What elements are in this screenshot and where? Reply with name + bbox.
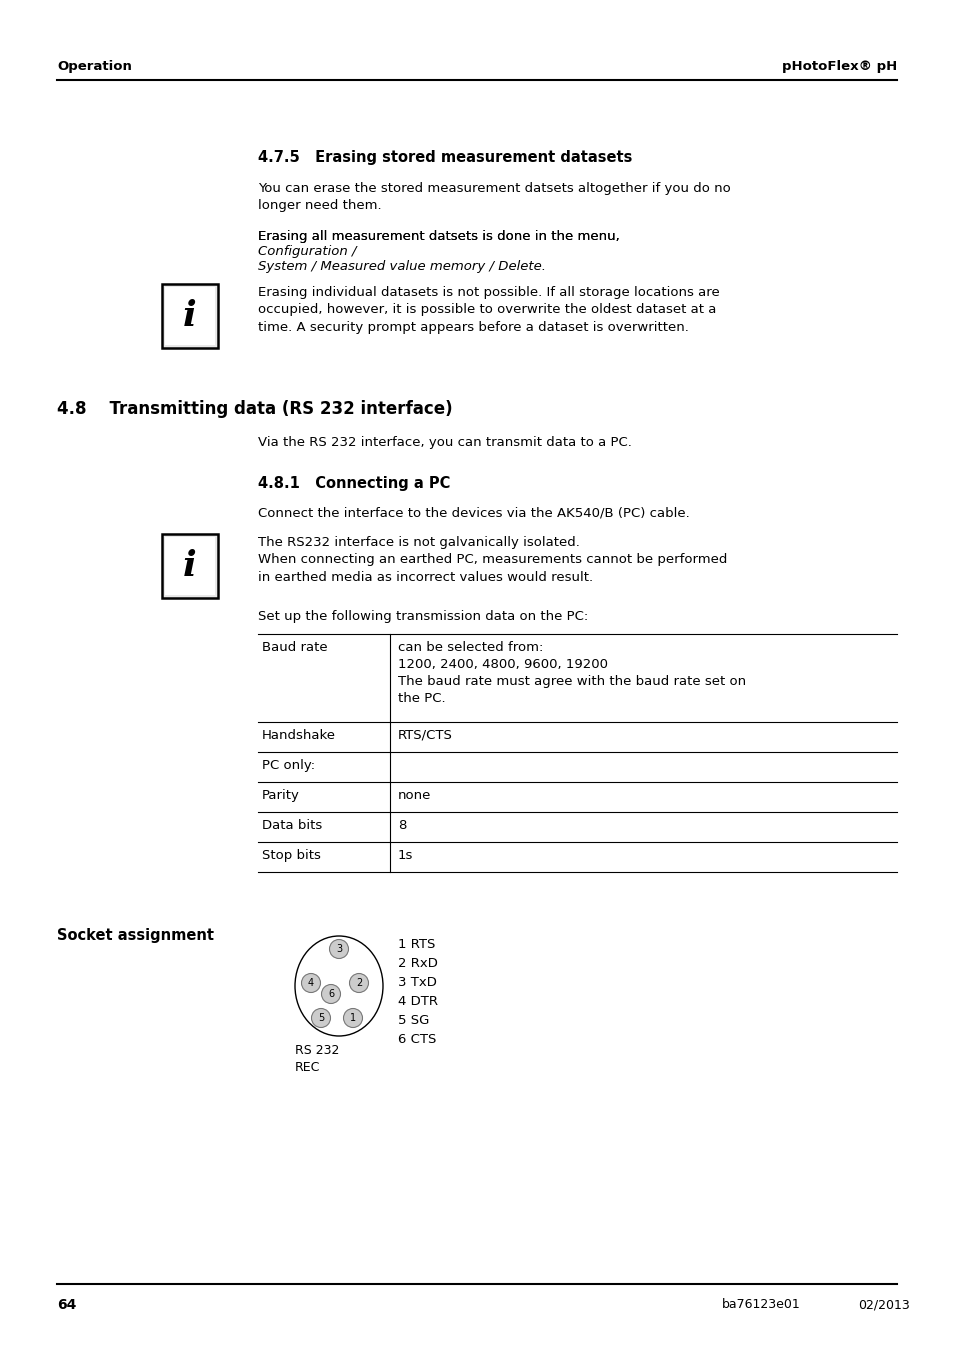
Text: Erasing all measurement datsets is done in the menu,: Erasing all measurement datsets is done … [257,230,623,243]
Text: ba76123e01: ba76123e01 [721,1298,800,1310]
Ellipse shape [294,936,382,1036]
Circle shape [301,974,320,993]
Text: 1: 1 [350,1013,355,1023]
Text: 4: 4 [308,978,314,988]
Text: pHotoFlex® pH: pHotoFlex® pH [781,59,896,73]
FancyBboxPatch shape [165,286,214,345]
Text: PC only:: PC only: [262,759,314,771]
Text: 4 DTR: 4 DTR [397,994,437,1008]
FancyBboxPatch shape [162,534,218,598]
Text: Socket assignment: Socket assignment [57,928,213,943]
FancyBboxPatch shape [165,536,214,594]
Text: 4.7.5   Erasing stored measurement datasets: 4.7.5 Erasing stored measurement dataset… [257,150,632,165]
Text: 02/2013: 02/2013 [857,1298,909,1310]
Text: Configuration /: Configuration / [257,245,356,258]
Text: 8: 8 [397,819,406,832]
Text: Baud rate: Baud rate [262,640,327,654]
Text: 1s: 1s [397,848,413,862]
Circle shape [321,985,340,1004]
Text: can be selected from:
1200, 2400, 4800, 9600, 19200
The baud rate must agree wit: can be selected from: 1200, 2400, 4800, … [397,640,745,705]
Text: System / Measured value memory / Delete.: System / Measured value memory / Delete. [257,259,545,273]
Circle shape [343,1008,362,1028]
Text: 6: 6 [328,989,334,998]
Text: RTS/CTS: RTS/CTS [397,730,453,742]
Text: Erasing all measurement datsets is done in the menu,: Erasing all measurement datsets is done … [257,230,623,243]
Text: 4.8    Transmitting data (RS 232 interface): 4.8 Transmitting data (RS 232 interface) [57,400,452,417]
Text: Operation: Operation [57,59,132,73]
Circle shape [349,974,368,993]
Text: Connect the interface to the devices via the AK540/B (PC) cable.: Connect the interface to the devices via… [257,507,689,520]
Text: none: none [397,789,431,802]
Text: 2 RxD: 2 RxD [397,957,437,970]
Text: 5: 5 [317,1013,324,1023]
Text: Via the RS 232 interface, you can transmit data to a PC.: Via the RS 232 interface, you can transm… [257,436,631,449]
FancyBboxPatch shape [162,284,218,349]
Text: i: i [183,549,196,584]
Text: Data bits: Data bits [262,819,322,832]
Text: RS 232
REC: RS 232 REC [294,1044,339,1074]
Text: 3: 3 [335,944,342,954]
Text: 5 SG: 5 SG [397,1015,429,1027]
Text: Handshake: Handshake [262,730,335,742]
Text: 64: 64 [57,1298,76,1312]
Text: Set up the following transmission data on the PC:: Set up the following transmission data o… [257,611,588,623]
Text: Parity: Parity [262,789,299,802]
Text: 2: 2 [355,978,362,988]
Text: 4.8.1   Connecting a PC: 4.8.1 Connecting a PC [257,476,450,490]
Text: 6 CTS: 6 CTS [397,1034,436,1046]
Text: The RS232 interface is not galvanically isolated.
When connecting an earthed PC,: The RS232 interface is not galvanically … [257,536,726,584]
Text: 3 TxD: 3 TxD [397,975,436,989]
Circle shape [312,1008,330,1028]
Text: Stop bits: Stop bits [262,848,320,862]
Text: You can erase the stored measurement datsets altogether if you do no
longer need: You can erase the stored measurement dat… [257,182,730,212]
Text: Erasing individual datasets is not possible. If all storage locations are
occupi: Erasing individual datasets is not possi… [257,286,719,334]
Circle shape [329,939,348,958]
Text: 1 RTS: 1 RTS [397,938,435,951]
Text: i: i [183,299,196,332]
